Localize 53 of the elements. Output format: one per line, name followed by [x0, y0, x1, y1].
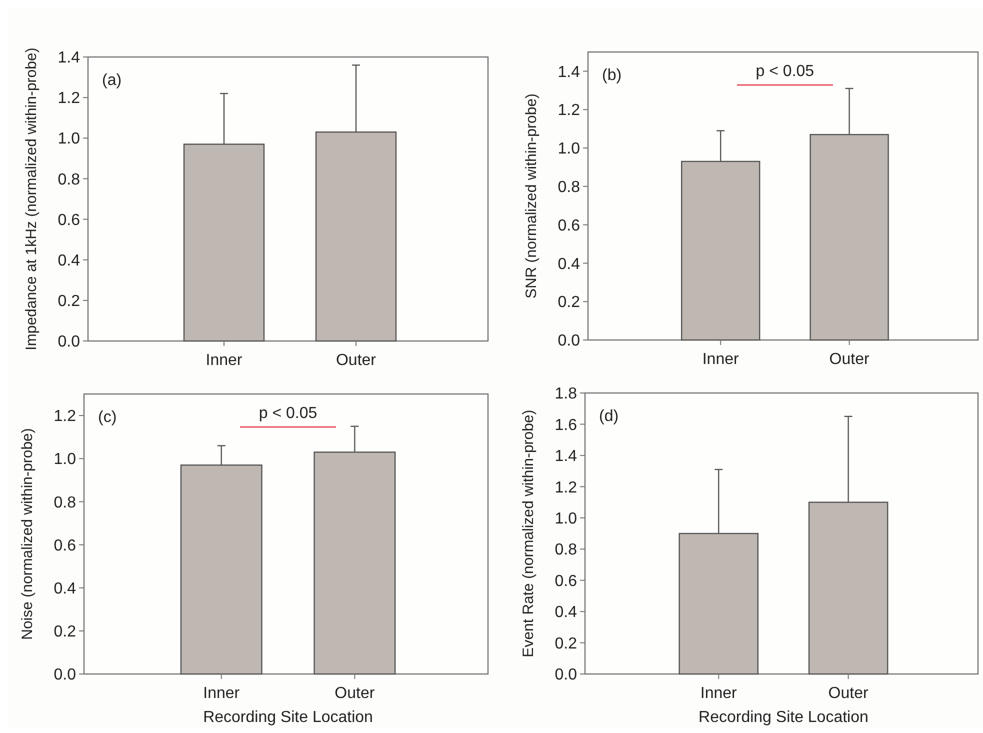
y-tick-label: 1.4 [58, 50, 80, 67]
y-tick-label: 0.6 [54, 537, 76, 554]
y-tick-label: 0.0 [54, 666, 76, 684]
y-tick-label: 1.0 [554, 510, 578, 528]
y-axis-title: Impedance at 1kHz (normalized within-probe) [23, 48, 40, 350]
annotation: p < 0.05 [756, 63, 814, 80]
y-tick-label: 0.4 [54, 580, 76, 598]
annotation: (a) [102, 72, 122, 89]
y-tick-label: 0.2 [58, 293, 80, 310]
y-tick-label: 0.8 [58, 171, 80, 188]
y-tick-label: 0.6 [58, 212, 80, 229]
y-tick-label: 0.2 [554, 635, 578, 652]
y-tick-label: 1.0 [54, 451, 76, 468]
y-tick-label: 0.4 [558, 256, 580, 273]
y-tick-label: 0.6 [554, 572, 578, 590]
x-tick-label: Outer [336, 352, 377, 369]
y-axis-title: Event Rate (normalized within-probe) [520, 410, 537, 658]
y-tick-label: 1.2 [54, 408, 76, 426]
annotation: (d) [599, 408, 619, 425]
y-tick-label: 1.0 [558, 140, 580, 158]
y-tick-label: 1.2 [58, 90, 80, 108]
x-tick-label: Inner [702, 351, 740, 368]
y-axis-title: SNR (normalized within-probe) [523, 93, 540, 299]
y-tick-label: 1.8 [554, 386, 578, 403]
x-tick-label: Outer [829, 351, 870, 368]
x-tick-label: Outer [334, 685, 376, 702]
y-tick-label: 0.2 [54, 624, 76, 641]
y-tick-label: 1.6 [554, 416, 578, 434]
x-tick-label: Inner [206, 352, 243, 369]
y-tick-label: 0.8 [554, 542, 578, 559]
y-tick-label: 0.4 [58, 252, 80, 270]
y-tick-label: 0.0 [58, 334, 80, 351]
annotation: p < 0.05 [258, 405, 318, 422]
annotation: (c) [98, 409, 117, 426]
y-tick-label: 1.4 [558, 64, 580, 81]
y-tick-label: 0.0 [558, 332, 580, 350]
y-tick-label: 1.2 [554, 479, 578, 496]
y-tick-label: 0.2 [558, 294, 580, 312]
x-axis-title: Recording Site Location [203, 709, 373, 726]
annotation: (b) [602, 67, 622, 84]
y-tick-label: 0.8 [54, 494, 76, 512]
x-tick-label: Outer [828, 685, 869, 702]
y-tick-label: 0.6 [558, 217, 580, 234]
y-tick-label: 0.0 [554, 666, 578, 684]
y-tick-label: 1.0 [58, 130, 80, 148]
y-tick-label: 1.4 [554, 448, 578, 466]
x-axis-title: Recording Site Location [698, 709, 868, 726]
y-tick-label: 0.4 [554, 604, 578, 622]
y-tick-label: 1.2 [558, 102, 580, 120]
y-tick-label: 0.8 [558, 179, 580, 196]
x-tick-label: Inner [203, 685, 240, 702]
y-axis-title: Noise (normalized within-probe) [19, 428, 36, 640]
x-tick-label: Inner [700, 685, 738, 702]
